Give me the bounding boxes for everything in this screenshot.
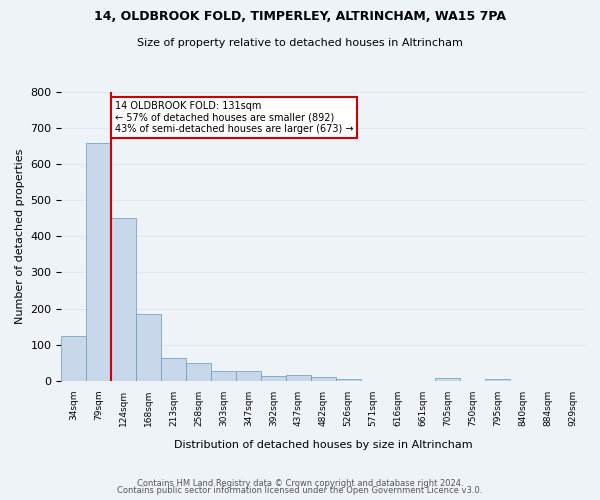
- Bar: [335, 379, 361, 380]
- Bar: [286, 376, 311, 380]
- Bar: [186, 362, 211, 380]
- Bar: [111, 218, 136, 380]
- Bar: [236, 370, 261, 380]
- Text: 14, OLDBROOK FOLD, TIMPERLEY, ALTRINCHAM, WA15 7PA: 14, OLDBROOK FOLD, TIMPERLEY, ALTRINCHAM…: [94, 10, 506, 23]
- Bar: [86, 142, 111, 380]
- Bar: [161, 358, 186, 380]
- Bar: [261, 376, 286, 380]
- Bar: [436, 378, 460, 380]
- Text: Contains public sector information licensed under the Open Government Licence v3: Contains public sector information licen…: [118, 486, 482, 495]
- Bar: [311, 377, 335, 380]
- Text: Size of property relative to detached houses in Altrincham: Size of property relative to detached ho…: [137, 38, 463, 48]
- Bar: [211, 370, 236, 380]
- Bar: [61, 336, 86, 380]
- Bar: [485, 379, 510, 380]
- Y-axis label: Number of detached properties: Number of detached properties: [15, 148, 25, 324]
- Text: 14 OLDBROOK FOLD: 131sqm
← 57% of detached houses are smaller (892)
43% of semi-: 14 OLDBROOK FOLD: 131sqm ← 57% of detach…: [115, 101, 353, 134]
- X-axis label: Distribution of detached houses by size in Altrincham: Distribution of detached houses by size …: [174, 440, 473, 450]
- Text: Contains HM Land Registry data © Crown copyright and database right 2024.: Contains HM Land Registry data © Crown c…: [137, 478, 463, 488]
- Bar: [136, 314, 161, 380]
